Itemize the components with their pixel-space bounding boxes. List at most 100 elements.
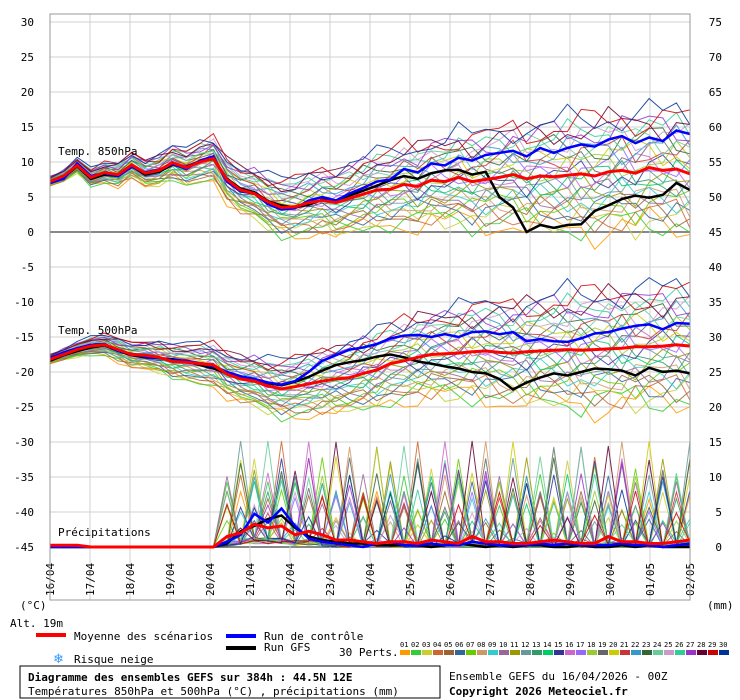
perturbation-line xyxy=(49,303,691,379)
copyright: Copyright 2026 Meteociel.fr xyxy=(449,685,628,698)
pert-label: 16 xyxy=(565,641,573,649)
pert-swatch xyxy=(422,650,432,655)
right-tick-label: 75 xyxy=(709,16,722,29)
date-label: 01/05 xyxy=(644,563,657,596)
pert-label: 05 xyxy=(444,641,452,649)
pert-label: 03 xyxy=(422,641,430,649)
perturbation-line xyxy=(49,348,691,407)
perturbation-line xyxy=(49,124,691,195)
left-tick-label: 25 xyxy=(21,51,34,64)
date-label: 20/04 xyxy=(204,563,217,596)
perturbation-line xyxy=(49,350,691,416)
pert-label: 04 xyxy=(433,641,441,649)
pert-label: 11 xyxy=(510,641,518,649)
perturbation-line xyxy=(49,170,691,242)
right-tick-label: 10 xyxy=(709,471,722,484)
chart-title: Diagramme des ensembles GEFS sur 384h : … xyxy=(28,671,353,684)
legend-mean: Moyenne des scénarios xyxy=(74,630,213,643)
left-tick-label: 20 xyxy=(21,86,34,99)
pert-swatch xyxy=(642,650,652,655)
pert-swatch xyxy=(510,650,520,655)
left-tick-label: 30 xyxy=(21,16,34,29)
run-info: Ensemble GEFS du 16/04/2026 - 00Z xyxy=(449,670,668,683)
pert-swatch xyxy=(598,650,608,655)
panel-label-precip: Précipitations xyxy=(58,526,151,539)
date-label: 28/04 xyxy=(524,563,537,596)
right-tick-label: 20 xyxy=(709,401,722,414)
pert-label: 26 xyxy=(675,641,683,649)
perturbation-line xyxy=(49,164,691,226)
title-box xyxy=(19,665,441,699)
date-label: 29/04 xyxy=(564,563,577,596)
pert-swatch xyxy=(565,650,575,655)
pert-label: 12 xyxy=(521,641,529,649)
pert-swatch xyxy=(620,650,630,655)
left-tick-label: 5 xyxy=(27,191,34,204)
pert-swatch xyxy=(675,650,685,655)
legend-control: Run de contrôle xyxy=(264,630,363,643)
pert-label: 06 xyxy=(455,641,463,649)
pert-swatch xyxy=(521,650,531,655)
pert-label: 28 xyxy=(697,641,705,649)
pert-swatch xyxy=(609,650,619,655)
perturbation-line xyxy=(49,349,691,407)
right-tick-label: 65 xyxy=(709,86,722,99)
pert-label: 01 xyxy=(400,641,408,649)
pert-swatch xyxy=(587,650,597,655)
pert-swatch xyxy=(466,650,476,655)
date-label: 26/04 xyxy=(444,563,457,596)
left-tick-label: -15 xyxy=(14,331,34,344)
right-tick-label: 25 xyxy=(709,366,722,379)
series-line-t500 xyxy=(49,343,691,391)
pert-swatch xyxy=(719,650,729,655)
pert-label: 10 xyxy=(499,641,507,649)
perturbation-legend: 01 02 03 04 05 06 07 08 09 10 11 12 13 14 15 16 17 18 19 20… xyxy=(400,641,729,655)
perturbation-line xyxy=(49,295,691,379)
perturbation-line xyxy=(49,171,691,251)
right-tick-label: 5 xyxy=(715,506,722,519)
date-label: 23/04 xyxy=(324,563,337,596)
pert-swatch xyxy=(664,650,674,655)
legend-control-swatch xyxy=(226,634,256,638)
pert-swatch xyxy=(411,650,421,655)
left-tick-label: 0 xyxy=(27,226,34,239)
plot-frame xyxy=(49,13,691,601)
pert-label: 19 xyxy=(598,641,606,649)
legend-mean-swatch xyxy=(36,633,66,637)
legend-snow: Risque neige xyxy=(74,653,153,666)
left-tick-label: -40 xyxy=(14,506,34,519)
main-series-lines xyxy=(49,129,691,549)
pert-swatch xyxy=(455,650,465,655)
snowflake-icon: ❄ xyxy=(53,652,64,667)
pert-label: 22 xyxy=(631,641,639,649)
right-tick-label: 30 xyxy=(709,331,722,344)
right-tick-label: 40 xyxy=(709,261,722,274)
pert-label: 08 xyxy=(477,641,485,649)
pert-swatch xyxy=(400,650,410,655)
pert-swatch xyxy=(653,650,663,655)
perturbation-line xyxy=(49,97,691,181)
perturbation-line xyxy=(49,166,691,227)
perturbation-line xyxy=(49,354,691,423)
left-tick-label: -10 xyxy=(14,296,34,309)
right-tick-label: 15 xyxy=(709,436,722,449)
pert-label: 07 xyxy=(466,641,474,649)
left-tick-label: -25 xyxy=(14,401,34,414)
pert-label: 30 xyxy=(719,641,727,649)
perturbation-line xyxy=(49,281,691,371)
perturbation-line xyxy=(49,287,691,371)
date-label: 21/04 xyxy=(244,563,257,596)
pert-swatch xyxy=(708,650,718,655)
perturbation-line xyxy=(49,314,691,385)
legend-gfs: Run GFS xyxy=(264,641,310,654)
pert-swatch xyxy=(499,650,509,655)
perturbation-line xyxy=(49,111,691,188)
pert-label: 20 xyxy=(609,641,617,649)
perturbation-line xyxy=(49,311,691,386)
perturbation-line xyxy=(49,122,691,195)
date-label: 18/04 xyxy=(124,563,137,596)
perturbation-line xyxy=(49,347,691,407)
pert-swatch xyxy=(477,650,487,655)
pert-swatch xyxy=(488,650,498,655)
